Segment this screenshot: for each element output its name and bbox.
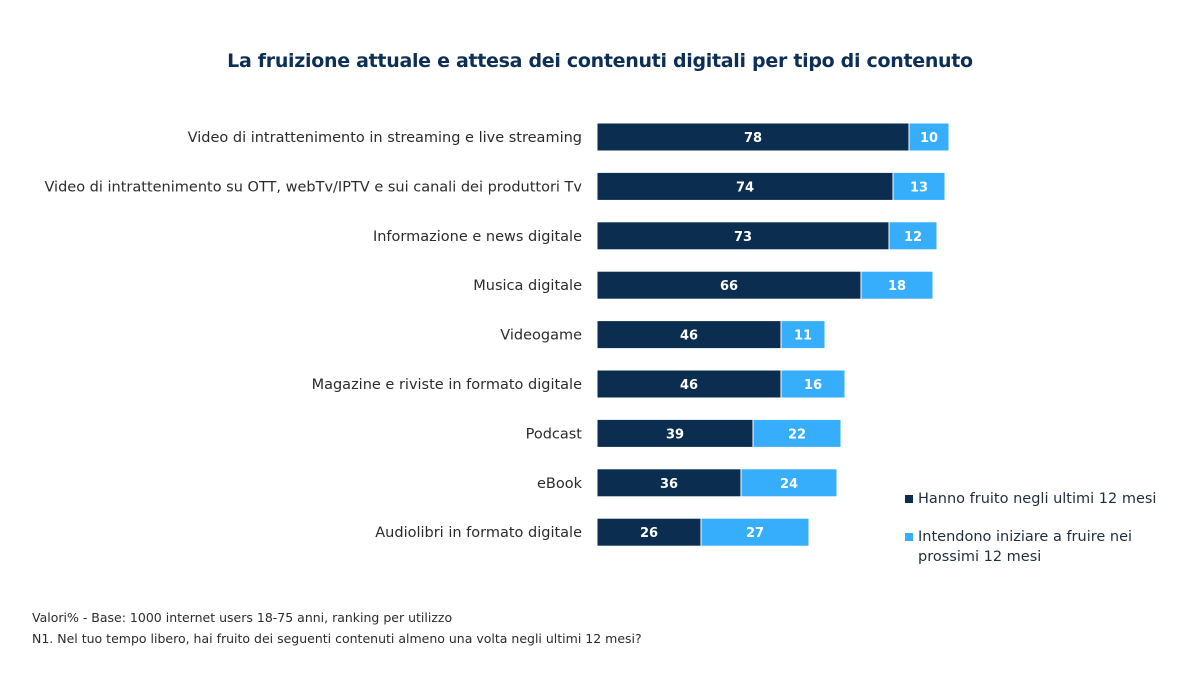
category-label: Video di intrattenimento in streaming e … [188, 130, 582, 146]
bar-series-2 [700, 517, 810, 547]
bar-series-1 [596, 320, 782, 350]
data-label-series-2: 12 [904, 230, 922, 245]
category-label: Musica digitale [473, 278, 582, 294]
category-label: Video di intrattenimento su OTT, webTv/I… [44, 179, 582, 195]
data-label-series-1: 26 [640, 526, 658, 541]
bar-series-2 [908, 122, 950, 152]
bar-series-2 [780, 369, 846, 399]
data-label-series-2: 16 [804, 378, 822, 393]
data-label-series-1: 46 [680, 378, 698, 393]
legend-swatch-series-2 [905, 533, 913, 541]
category-label: Podcast [526, 426, 583, 442]
bar-series-1 [596, 517, 702, 547]
footnote-base: Valori% - Base: 1000 internet users 18-7… [32, 610, 453, 625]
data-label-series-1: 78 [744, 131, 762, 146]
bar-series-1 [596, 122, 910, 152]
legend-item-series-2: Intendono iniziare a fruire nei prossimi… [905, 527, 1175, 567]
bar-series-2 [892, 171, 946, 201]
data-label-series-1: 73 [734, 230, 752, 245]
data-label-series-2: 27 [746, 526, 764, 541]
data-label-series-2: 22 [788, 427, 806, 442]
bar-series-1 [596, 171, 894, 201]
data-label-series-1: 66 [720, 279, 738, 294]
legend-item-series-1: Hanno fruito negli ultimi 12 mesi [905, 489, 1175, 509]
category-label: eBook [537, 476, 583, 492]
chart-title: La fruizione attuale e attesa dei conten… [227, 50, 973, 72]
data-label-series-2: 13 [910, 180, 928, 195]
bar-chart: Video di intrattenimento in streaming e … [44, 122, 950, 547]
bar-series-1 [596, 369, 782, 399]
data-label-series-2: 11 [794, 329, 812, 344]
category-label: Videogame [500, 328, 582, 344]
bar-series-2 [752, 418, 842, 448]
bar-series-2 [860, 270, 934, 300]
footnote-question: N1. Nel tuo tempo libero, hai fruito dei… [32, 631, 642, 646]
bar-series-1 [596, 221, 890, 251]
legend-label-series-1: Hanno fruito negli ultimi 12 mesi [918, 491, 1157, 507]
data-label-series-2: 24 [780, 477, 798, 492]
legend-label-series-2: Intendono iniziare a fruire nei prossimi… [918, 529, 1133, 565]
data-label-series-1: 39 [666, 427, 684, 442]
bar-series-2 [780, 320, 826, 350]
data-label-series-1: 36 [660, 477, 678, 492]
category-label: Informazione e news digitale [373, 229, 582, 245]
bar-series-1 [596, 468, 742, 498]
data-label-series-2: 10 [920, 131, 938, 146]
legend: Hanno fruito negli ultimi 12 mesi Intend… [905, 489, 1175, 585]
bar-series-1 [596, 270, 862, 300]
legend-swatch-series-1 [905, 495, 913, 503]
category-label: Audiolibri in formato digitale [375, 525, 582, 541]
data-label-series-1: 46 [680, 329, 698, 344]
data-label-series-2: 18 [888, 279, 906, 294]
data-label-series-1: 74 [736, 180, 754, 195]
bar-series-2 [888, 221, 938, 251]
bar-series-2 [740, 468, 838, 498]
category-label: Magazine e riviste in formato digitale [312, 377, 582, 393]
footnotes: Valori% - Base: 1000 internet users 18-7… [32, 607, 642, 649]
